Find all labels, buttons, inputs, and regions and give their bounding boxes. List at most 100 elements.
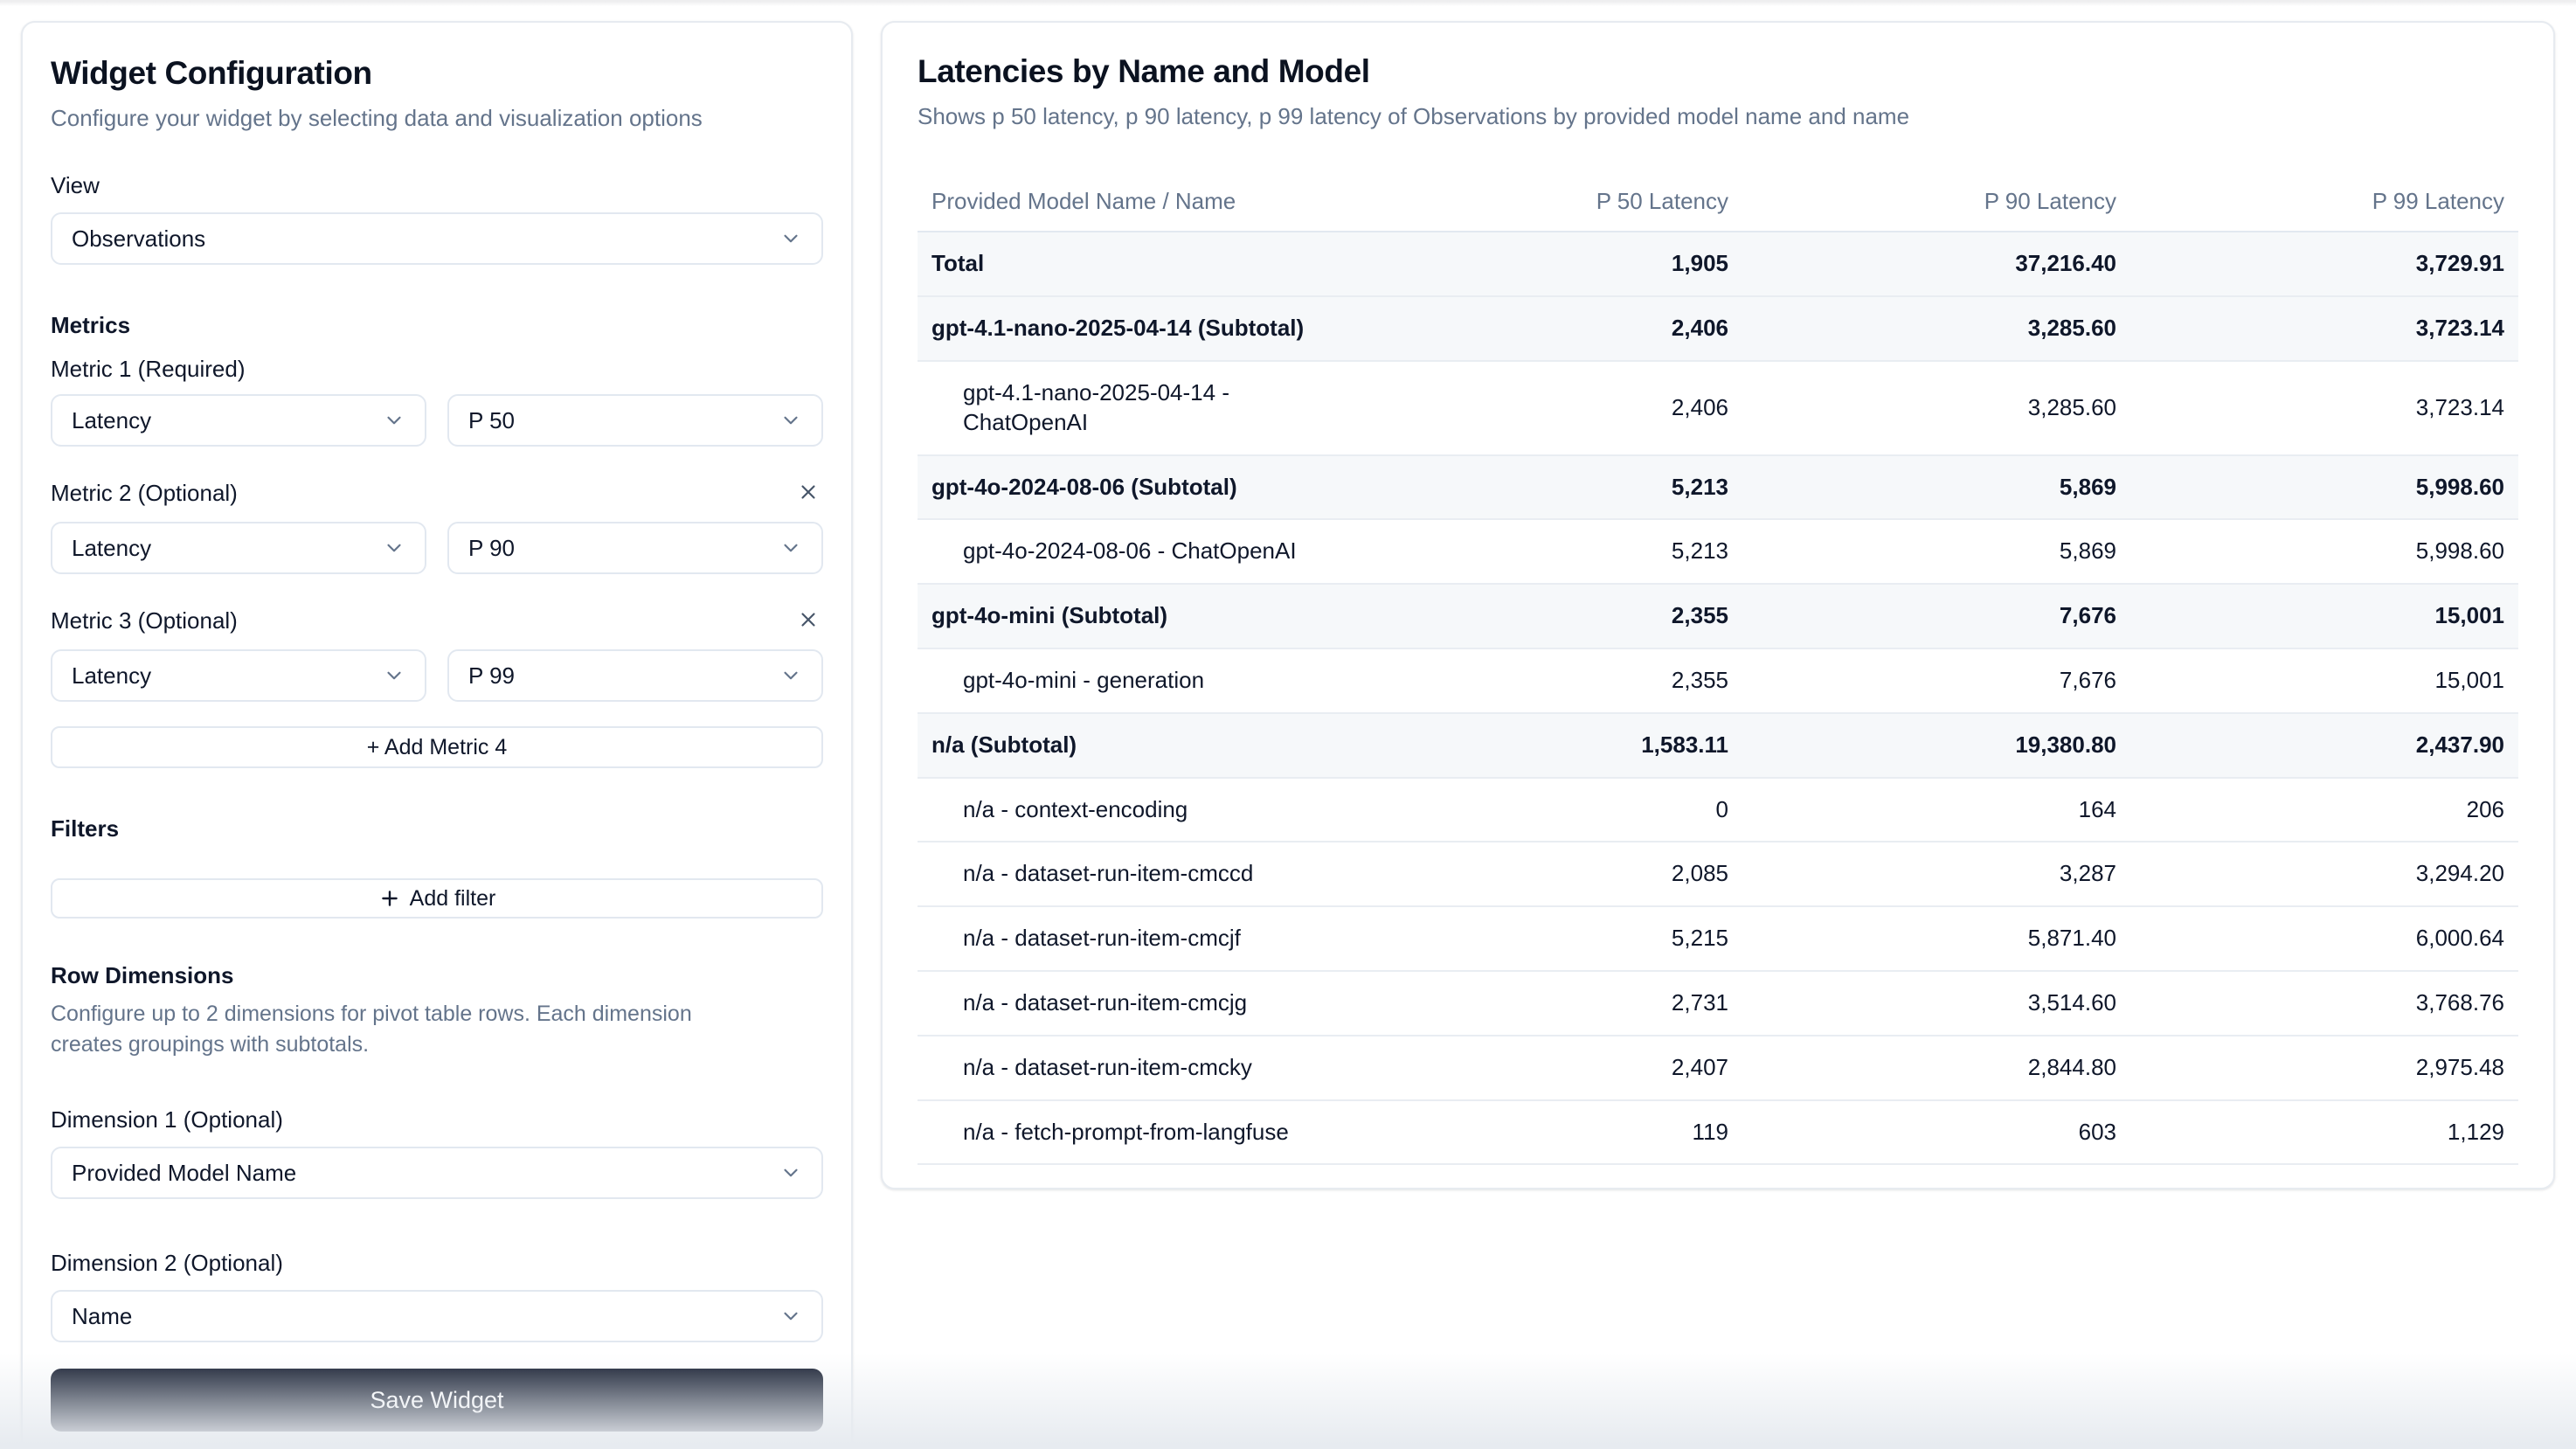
row-p50-cell: 2,355 <box>1354 648 1742 714</box>
dimension-1-label: Dimension 1 (Optional) <box>51 1106 283 1134</box>
dimension-2-value: Name <box>72 1302 133 1329</box>
row-p50-cell: 2,407 <box>1354 1035 1742 1101</box>
row-p50-cell: 0 <box>1354 777 1742 843</box>
table-row: n/a (Subtotal) 1,583.11 19,380.80 2,437.… <box>918 712 2518 779</box>
row-p90-cell: 37,216.40 <box>1742 232 2130 298</box>
row-p99-cell: 3,768.76 <box>2130 971 2518 1036</box>
widget-configuration-panel: Widget Configuration Configure your widg… <box>21 21 853 1449</box>
latency-table-body: Total 1,905 37,216.40 3,729.91 gpt-4.1-n… <box>918 232 2518 1166</box>
row-p50-cell: 5,213 <box>1354 454 1742 521</box>
row-p90-cell: 5,869 <box>1742 519 2130 586</box>
dimension-2-select[interactable]: Name <box>51 1290 823 1343</box>
table-row: n/a - dataset-run-item-cmccd 2,085 3,287… <box>918 842 2518 908</box>
table-row: gpt-4o-mini (Subtotal) 2,355 7,676 15,00… <box>918 584 2518 650</box>
row-dimensions-description: Configure up to 2 dimensions for pivot t… <box>51 1002 692 1057</box>
table-row: Total 1,905 37,216.40 3,729.91 <box>918 232 2518 298</box>
add-metric-label: + Add Metric 4 <box>366 734 508 759</box>
table-row: n/a - dataset-run-item-cmcjg 2,731 3,514… <box>918 971 2518 1036</box>
row-p90-cell: 3,285.60 <box>1742 361 2130 456</box>
row-p90-cell: 3,285.60 <box>1742 296 2130 363</box>
row-p99-cell: 1,129 <box>2130 1099 2518 1166</box>
preview-panel-title: Latencies by Name and Model <box>918 53 1370 89</box>
row-p90-cell: 5,871.40 <box>1742 906 2130 973</box>
row-p99-cell: 2,975.48 <box>2130 1035 2518 1101</box>
row-name-cell: n/a - dataset-run-item-cmcjg <box>918 971 1354 1036</box>
dimension-1-select[interactable]: Provided Model Name <box>51 1147 823 1200</box>
remove-metric-2-button[interactable] <box>793 478 823 508</box>
add-metric-button[interactable]: + Add Metric 4 <box>51 726 823 769</box>
chevron-down-icon <box>779 1305 802 1328</box>
row-p90-cell: 5,869 <box>1742 454 2130 521</box>
table-row: gpt-4o-mini - generation 2,355 7,676 15,… <box>918 648 2518 714</box>
row-p90-cell: 2,844.80 <box>1742 1035 2130 1101</box>
row-name-cell: n/a (Subtotal) <box>918 712 1354 779</box>
widget-preview-panel: Latencies by Name and Model Shows p 50 l… <box>881 21 2555 1190</box>
metric-1-measure-value: Latency <box>72 406 152 433</box>
row-p50-cell: 1,583.11 <box>1354 712 1742 779</box>
column-header-name: Provided Model Name / Name <box>918 172 1354 233</box>
metric-1-aggregation-value: P 50 <box>468 406 516 433</box>
metric-2-measure-select[interactable]: Latency <box>51 522 426 575</box>
metric-2-aggregation-select[interactable]: P 90 <box>447 522 823 575</box>
row-p99-cell: 15,001 <box>2130 584 2518 650</box>
row-name-cell: gpt-4o-2024-08-06 - ChatOpenAI <box>918 519 1354 586</box>
metric-2-label: Metric 2 (Optional) <box>51 480 238 507</box>
view-select[interactable]: Observations <box>51 212 823 266</box>
metric-3-label: Metric 3 (Optional) <box>51 607 238 634</box>
chevron-down-icon <box>383 537 405 559</box>
chevron-down-icon <box>779 537 802 559</box>
metric-3-aggregation-value: P 99 <box>468 662 516 689</box>
table-row: gpt-4o-2024-08-06 - ChatOpenAI 5,213 5,8… <box>918 519 2518 586</box>
row-p99-cell: 3,294.20 <box>2130 842 2518 908</box>
metric-3-aggregation-select[interactable]: P 99 <box>447 649 823 703</box>
row-p90-cell: 3,514.60 <box>1742 971 2130 1036</box>
column-header-p90: P 90 Latency <box>1742 172 2130 233</box>
chevron-down-icon <box>779 227 802 250</box>
row-p99-cell: 6,000.64 <box>2130 906 2518 973</box>
metric-3-measure-select[interactable]: Latency <box>51 649 426 703</box>
row-p99-cell: 3,723.14 <box>2130 296 2518 363</box>
latency-pivot-table: Provided Model Name / Name P 50 Latency … <box>918 172 2518 1166</box>
plus-icon <box>378 887 401 910</box>
row-p50-cell: 2,406 <box>1354 361 1742 456</box>
metric-3-measure-value: Latency <box>72 662 152 689</box>
row-name-cell: Total <box>918 232 1354 298</box>
chevron-down-icon <box>383 409 405 432</box>
row-p90-cell: 19,380.80 <box>1742 712 2130 779</box>
column-header-p99: P 99 Latency <box>2130 172 2518 233</box>
table-row: gpt-4o-2024-08-06 (Subtotal) 5,213 5,869… <box>918 454 2518 521</box>
row-p99-cell: 3,729.91 <box>2130 232 2518 298</box>
dimension-2-label: Dimension 2 (Optional) <box>51 1250 283 1277</box>
metric-1-aggregation-select[interactable]: P 50 <box>447 394 823 447</box>
chevron-down-icon <box>779 1161 802 1184</box>
row-p99-cell: 5,998.60 <box>2130 519 2518 586</box>
metrics-section-label: Metrics <box>51 312 131 339</box>
close-icon <box>797 481 820 506</box>
row-p50-cell: 5,215 <box>1354 906 1742 973</box>
row-p99-cell: 206 <box>2130 777 2518 843</box>
row-p50-cell: 2,731 <box>1354 971 1742 1036</box>
row-p50-cell: 5,213 <box>1354 519 1742 586</box>
chevron-down-icon <box>383 664 405 687</box>
chevron-down-icon <box>779 409 802 432</box>
row-name-cell: gpt-4.1-nano-2025-04-14 (Subtotal) <box>918 296 1354 363</box>
row-p99-cell: 2,437.90 <box>2130 712 2518 779</box>
row-p50-cell: 2,355 <box>1354 584 1742 650</box>
preview-panel-subtitle: Shows p 50 latency, p 90 latency, p 99 l… <box>918 103 1910 130</box>
remove-metric-3-button[interactable] <box>793 606 823 635</box>
metric-2-measure-value: Latency <box>72 534 152 561</box>
table-header-row: Provided Model Name / Name P 50 Latency … <box>918 172 2518 233</box>
row-p90-cell: 603 <box>1742 1099 2130 1166</box>
row-name-cell: n/a - dataset-run-item-cmcjf <box>918 906 1354 973</box>
row-name-cell: n/a - fetch-prompt-from-langfuse <box>918 1099 1354 1166</box>
add-filter-button[interactable]: Add filter <box>51 878 823 919</box>
row-p90-cell: 3,287 <box>1742 842 2130 908</box>
row-name-cell: n/a - context-encoding <box>918 777 1354 843</box>
save-widget-button[interactable]: Save Widget <box>51 1369 823 1432</box>
row-name-cell: n/a - dataset-run-item-cmccd <box>918 842 1354 908</box>
metric-1-measure-select[interactable]: Latency <box>51 394 426 447</box>
metric-1-label: Metric 1 (Required) <box>51 356 246 383</box>
config-panel-subtitle: Configure your widget by selecting data … <box>51 105 703 132</box>
column-header-p50: P 50 Latency <box>1354 172 1742 233</box>
